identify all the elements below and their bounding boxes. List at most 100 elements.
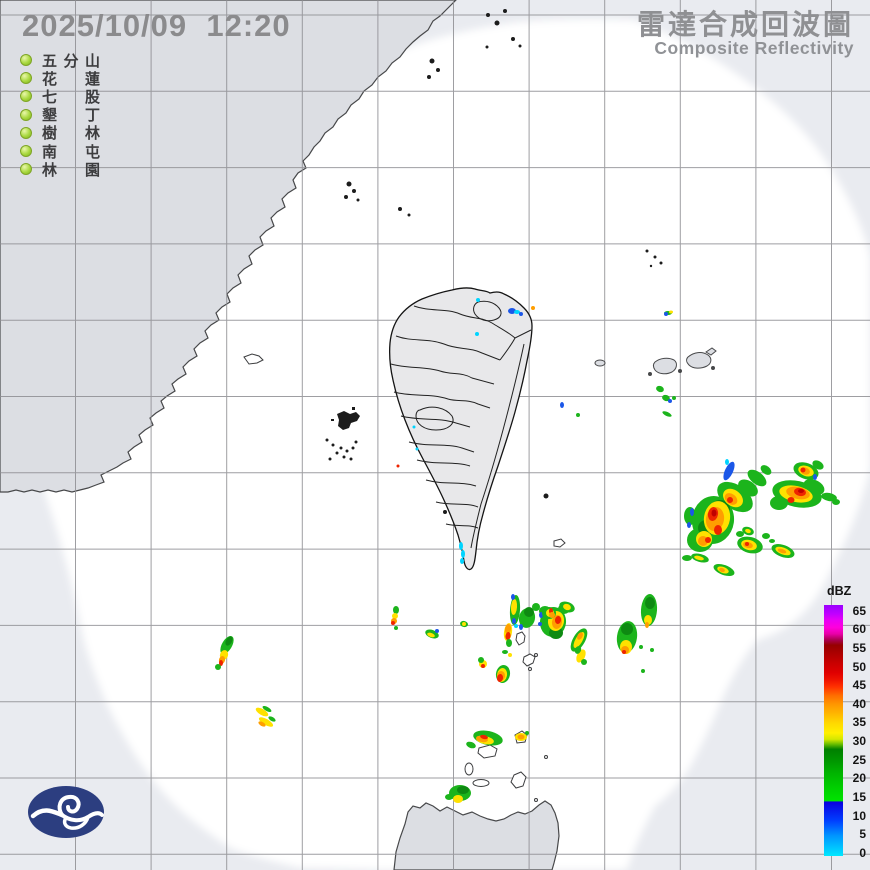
- radar-echo: [832, 499, 840, 505]
- radar-echo: [539, 612, 543, 618]
- radar-echo: [512, 618, 516, 624]
- radar-echo: [262, 705, 272, 713]
- radar-echo: [770, 496, 788, 510]
- radar-echo: [777, 548, 787, 554]
- yaeyama-islands: [594, 347, 717, 376]
- scale-tick: 45: [852, 678, 866, 693]
- station-bullet-icon: [20, 145, 32, 158]
- radar-echo: [538, 622, 542, 626]
- radar-echo: [519, 624, 523, 630]
- station-name: 林園: [42, 161, 100, 179]
- station-bullet-icon: [20, 90, 32, 103]
- radar-echo: [639, 645, 643, 649]
- scale-tick: 0: [859, 846, 866, 860]
- station-legend-item: 南屯: [20, 142, 100, 161]
- radar-echo: [481, 664, 485, 668]
- radar-echo: [508, 308, 516, 314]
- radar-echo: [524, 607, 534, 617]
- radar-echo: [725, 459, 729, 465]
- china-coastline: [0, 0, 457, 493]
- page-title: 雷達合成回波圖 Composite Reflectivity: [637, 10, 854, 58]
- station-bullet-icon: [20, 163, 32, 176]
- radar-echo: [798, 489, 804, 493]
- radar-echo: [745, 542, 749, 546]
- radar-echo: [511, 594, 515, 600]
- radar-echo: [435, 629, 439, 633]
- station-bullet-icon: [20, 126, 32, 139]
- coastal-islets: [344, 9, 663, 514]
- scale-unit-label: dBZ: [827, 584, 852, 598]
- radar-echo: [505, 632, 511, 640]
- radar-echo: [727, 497, 733, 503]
- radar-echo: [219, 660, 223, 666]
- radar-echo: [514, 310, 520, 314]
- scale-tick: 15: [852, 790, 866, 805]
- station-legend-item: 林園: [20, 160, 100, 179]
- station-name: 墾丁: [42, 107, 100, 125]
- station-legend: 五分山花蓮七股墾丁樹林南屯林園: [20, 51, 100, 179]
- radar-echo: [225, 636, 233, 646]
- station-bullet-icon: [20, 72, 32, 85]
- radar-echo: [496, 674, 504, 682]
- radar-echo: [476, 298, 480, 302]
- radar-echo: [812, 460, 824, 470]
- radar-echo: [800, 467, 806, 473]
- station-name: 五分山: [42, 52, 100, 70]
- radar-echo: [694, 555, 704, 561]
- radar-echo: [258, 717, 274, 727]
- scale-tick: 60: [852, 622, 866, 637]
- radar-echo: [517, 734, 525, 740]
- station-name: 樹林: [42, 125, 100, 143]
- radar-echo: [769, 539, 775, 543]
- radar-echo: [622, 650, 626, 654]
- radar-echo: [478, 657, 484, 663]
- radar-echo: [506, 639, 512, 647]
- radar-echo: [560, 402, 564, 408]
- scale-tick: 25: [852, 752, 866, 767]
- title-chinese: 雷達合成回波圖: [636, 9, 854, 40]
- radar-echo: [460, 558, 464, 564]
- radar-echo: [532, 603, 540, 611]
- radar-echo: [577, 632, 583, 640]
- scale-tick: 35: [852, 715, 866, 730]
- radar-echo: [650, 648, 654, 652]
- radar-echo: [745, 528, 751, 534]
- radar-echo: [821, 492, 837, 502]
- radar-echo: [510, 599, 518, 615]
- station-name: 七股: [42, 88, 100, 106]
- radar-echo: [391, 621, 395, 625]
- scale-tick: 20: [852, 771, 866, 786]
- taiwan-county-borders: [390, 300, 532, 549]
- radar-echo: [621, 623, 633, 635]
- radar-echo: [415, 447, 419, 451]
- station-legend-item: 七股: [20, 87, 100, 106]
- radar-echo: [525, 731, 529, 735]
- radar-echo: [714, 525, 722, 535]
- title-english: Composite Reflectivity: [654, 38, 854, 59]
- station-legend-item: 墾丁: [20, 106, 100, 124]
- radar-echo: [813, 474, 817, 480]
- station-bullet-icon: [20, 108, 32, 121]
- radar-echo: [514, 624, 518, 628]
- radar-echo: [563, 603, 571, 611]
- radar-echo: [690, 508, 694, 516]
- radar-echo: [504, 624, 512, 634]
- timestamp: 2025/10/09 12:20: [22, 8, 291, 43]
- radar-echo: [396, 464, 400, 468]
- radar-echo: [762, 533, 770, 539]
- radar-echo: [549, 612, 555, 618]
- station-legend-item: 五分山: [20, 51, 100, 70]
- radar-echo: [531, 306, 535, 310]
- radar-echo: [427, 632, 435, 638]
- radar-echo: [394, 626, 398, 630]
- radar-echo: [687, 522, 691, 528]
- cwb-logo: [28, 786, 104, 838]
- radar-echo: [508, 653, 512, 657]
- radar-echo: [787, 497, 795, 503]
- radar-echo: [668, 399, 672, 403]
- station-name: 花蓮: [42, 70, 100, 88]
- station-legend-item: 樹林: [20, 124, 100, 142]
- radar-echo: [466, 741, 476, 749]
